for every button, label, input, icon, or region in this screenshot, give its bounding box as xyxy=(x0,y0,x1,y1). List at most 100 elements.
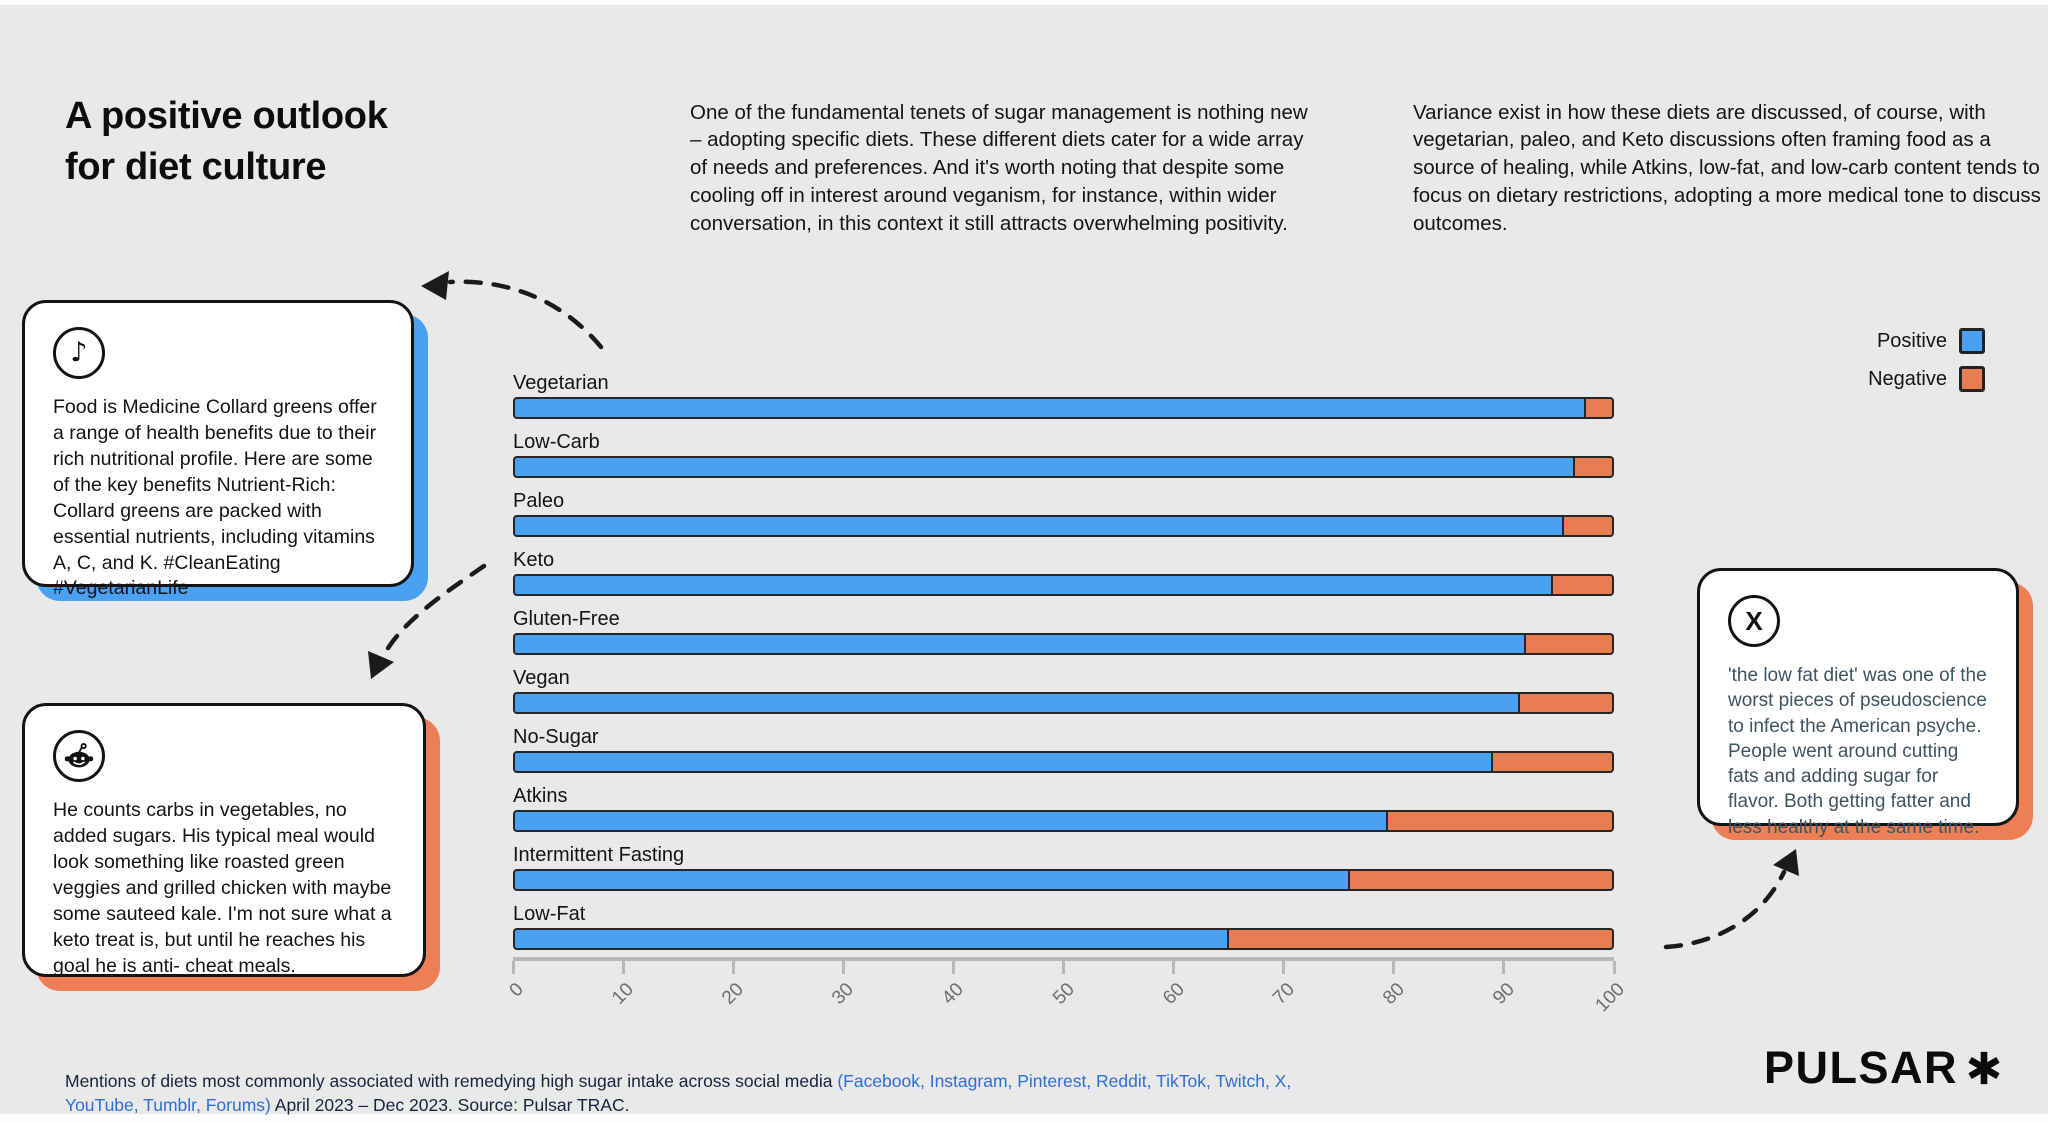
stacked-bar xyxy=(513,751,1614,773)
bar-segment-positive xyxy=(513,397,1587,419)
chart-row: Paleo xyxy=(513,489,1614,537)
legend-label-positive: Positive xyxy=(1876,329,1947,352)
axis-tick-label: 50 xyxy=(1048,979,1079,1009)
intro-paragraph-2: Variance exist in how these diets are di… xyxy=(1413,100,2041,236)
chart-row: Vegetarian xyxy=(513,371,1614,419)
legend-swatch-negative xyxy=(1959,366,1985,392)
footer-caption: Mentions of diets most commonly associat… xyxy=(65,1069,1315,1119)
bar-label: Intermittent Fasting xyxy=(513,844,685,866)
legend-label-negative: Negative xyxy=(1868,367,1947,390)
legend-item-positive: Positive xyxy=(1868,328,1985,354)
axis-tick xyxy=(1392,961,1396,974)
bar-label: Vegan xyxy=(513,667,570,689)
axis-tick-label: 40 xyxy=(938,979,969,1009)
page-title: A positive outlook for diet culture xyxy=(65,95,388,188)
bar-segment-negative xyxy=(1586,397,1614,419)
bar-segment-positive xyxy=(513,574,1554,596)
axis-tick xyxy=(841,961,845,974)
axis-tick-label: 80 xyxy=(1378,979,1409,1009)
bar-segment-negative xyxy=(1525,633,1614,655)
bar-segment-negative xyxy=(1575,456,1614,478)
chart-row: Intermittent Fasting xyxy=(513,843,1614,891)
bottom-edge xyxy=(0,1114,2048,1123)
bar-segment-negative xyxy=(1388,810,1614,832)
stacked-bar xyxy=(513,928,1614,950)
bar-segment-positive xyxy=(513,869,1350,891)
axis-tick xyxy=(1282,961,1286,974)
x-axis: 0 10 20 30 40 50 60 70 80 90 100 xyxy=(506,957,1629,1031)
pulsar-logo-text: PULSAR xyxy=(1763,1042,1958,1093)
bar-segment-positive xyxy=(513,751,1493,773)
bar-label: Low-Carb xyxy=(513,431,600,453)
bar-label: Vegetarian xyxy=(513,372,609,394)
footer-date-source: April 2023 – Dec 2023. Source: Pulsar TR… xyxy=(270,1095,630,1116)
axis-tick-label: 90 xyxy=(1488,979,1519,1009)
bar-segment-positive xyxy=(513,810,1389,832)
arrow-to-tiktok-card xyxy=(421,271,604,350)
x-logo-icon: X xyxy=(1728,595,1780,647)
chart-rows: Vegetarian Low-Carb Paleo Keto Gluten-Free Ve… xyxy=(513,371,1614,961)
tiktok-quote: Food is Medicine Collard greens offer a … xyxy=(53,396,377,600)
stacked-bar xyxy=(513,633,1614,655)
bar-segment-positive xyxy=(513,692,1521,714)
chart-row: Low-Fat xyxy=(513,902,1614,950)
chart-row: Vegan xyxy=(513,666,1614,714)
bar-label: Keto xyxy=(513,549,555,571)
bar-segment-positive xyxy=(513,928,1229,950)
bar-label: Paleo xyxy=(513,490,565,512)
bar-segment-positive xyxy=(513,456,1576,478)
axis-tick-label: 100 xyxy=(1591,979,1629,1017)
arrow-to-x-card xyxy=(1663,849,1799,950)
bar-segment-negative xyxy=(1492,751,1614,773)
axis-tick xyxy=(1612,961,1616,974)
x-quote: 'the low fat diet' was one of the worst … xyxy=(1728,665,1987,838)
axis-tick-label: 0 xyxy=(505,979,528,1002)
axis-tick-label: 30 xyxy=(828,979,859,1009)
axis-tick xyxy=(621,961,625,974)
footer-social-list: (Facebook, Instagram, Pinterest, Reddit,… xyxy=(65,1070,1292,1116)
x-callout-card: X 'the low fat diet' was one of the wors… xyxy=(1697,568,2019,838)
chart-legend: Positive Negative xyxy=(1868,328,1985,404)
bar-label: Low-Fat xyxy=(513,903,586,925)
stacked-bar xyxy=(513,397,1614,419)
tiktok-note-icon: ♪ xyxy=(53,327,105,379)
chart-row: No-Sugar xyxy=(513,725,1614,773)
logo-asterisk-icon xyxy=(1968,1051,2000,1085)
axis-tick xyxy=(1172,961,1176,974)
axis-tick-label: 10 xyxy=(608,979,638,1009)
axis-tick xyxy=(1062,961,1065,974)
bar-segment-negative xyxy=(1228,928,1614,950)
stacked-bar xyxy=(513,515,1614,537)
stacked-bar xyxy=(513,574,1614,596)
reddit-alien-icon xyxy=(53,730,105,782)
chart-row: Keto xyxy=(513,548,1614,596)
footer-text: Mentions of diets most commonly associat… xyxy=(65,1070,838,1091)
axis-tick xyxy=(511,961,515,974)
axis-tick xyxy=(1502,961,1506,974)
bar-label: Gluten-Free xyxy=(513,608,620,630)
chart-row: Gluten-Free xyxy=(513,607,1614,655)
axis-tick-label: 60 xyxy=(1158,979,1189,1009)
bar-segment-negative xyxy=(1520,692,1614,714)
bar-label: Atkins xyxy=(513,785,568,807)
bar-segment-positive xyxy=(513,515,1565,537)
top-edge xyxy=(0,0,2048,5)
bar-segment-positive xyxy=(513,633,1526,655)
reddit-callout-card: He counts carbs in vegetables, no added … xyxy=(22,703,426,977)
legend-item-negative: Negative xyxy=(1868,366,1985,392)
axis-tick xyxy=(951,961,955,974)
legend-swatch-positive xyxy=(1959,328,1985,354)
chart-row: Atkins xyxy=(513,784,1614,832)
stacked-bar xyxy=(513,810,1614,832)
bar-segment-negative xyxy=(1349,869,1614,891)
tiktok-callout-card: ♪ Food is Medicine Collard greens offer … xyxy=(22,300,414,599)
axis-tick-label: 70 xyxy=(1268,979,1299,1009)
bar-segment-negative xyxy=(1564,515,1614,537)
chart-row: Low-Carb xyxy=(513,430,1614,478)
bar-label: No-Sugar xyxy=(513,726,599,748)
stacked-bar xyxy=(513,692,1614,714)
axis-tick-label: 20 xyxy=(718,979,749,1009)
bar-segment-negative xyxy=(1553,574,1614,596)
stacked-bar xyxy=(513,869,1614,891)
